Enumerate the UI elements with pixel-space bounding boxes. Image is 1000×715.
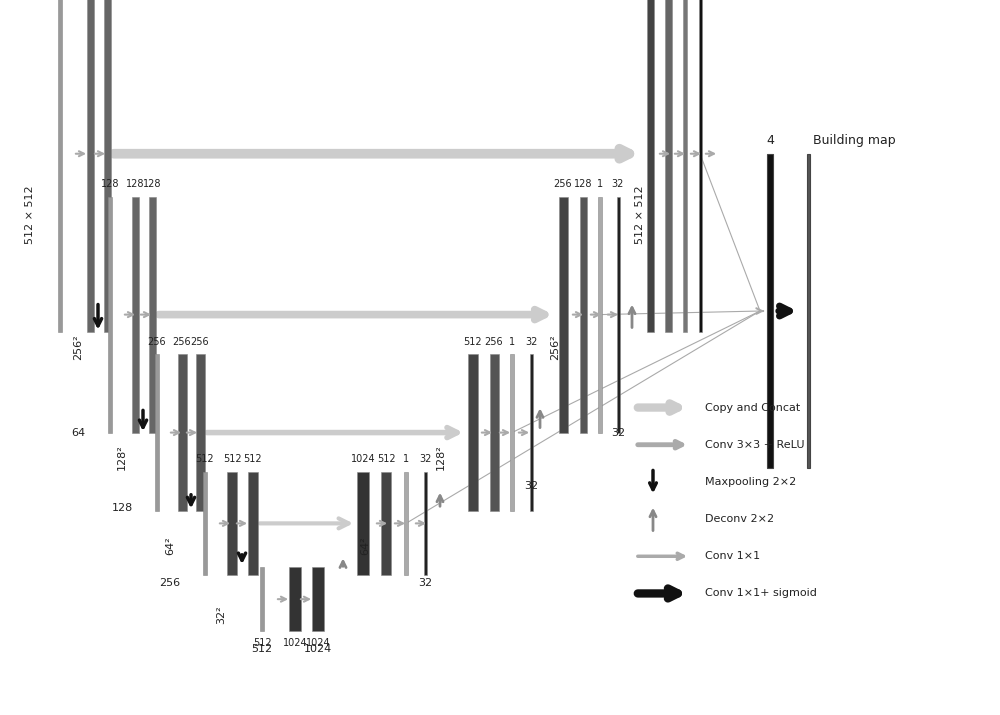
Text: 512: 512 bbox=[377, 455, 395, 465]
Text: 32: 32 bbox=[525, 337, 537, 347]
Bar bbox=[807, 154, 810, 468]
Bar bbox=[227, 472, 237, 575]
Text: 256: 256 bbox=[148, 337, 166, 347]
Bar bbox=[647, 0, 654, 332]
Text: 128: 128 bbox=[574, 179, 592, 189]
Text: 512: 512 bbox=[253, 638, 271, 649]
Bar bbox=[260, 567, 264, 631]
Bar bbox=[357, 472, 369, 575]
Bar bbox=[404, 472, 408, 575]
Text: 128: 128 bbox=[101, 179, 119, 189]
Bar bbox=[683, 0, 687, 332]
Bar bbox=[616, 197, 620, 433]
Text: 1024: 1024 bbox=[351, 455, 375, 465]
Bar bbox=[87, 0, 94, 332]
Bar bbox=[490, 354, 498, 511]
Text: 32²: 32² bbox=[216, 606, 226, 624]
Text: 32: 32 bbox=[612, 179, 624, 189]
Text: Conv 1×1: Conv 1×1 bbox=[705, 551, 760, 561]
Text: 512 × 512: 512 × 512 bbox=[25, 185, 35, 244]
Bar bbox=[203, 472, 207, 575]
Text: 256: 256 bbox=[554, 179, 572, 189]
Text: 1: 1 bbox=[597, 179, 603, 189]
Text: Conv 1×1+ sigmoid: Conv 1×1+ sigmoid bbox=[705, 588, 817, 598]
Text: 128: 128 bbox=[111, 503, 133, 513]
Bar bbox=[665, 0, 672, 332]
Bar bbox=[767, 154, 773, 468]
Text: 512: 512 bbox=[196, 455, 214, 465]
Text: 256²: 256² bbox=[550, 334, 560, 360]
Bar bbox=[108, 197, 112, 433]
Text: Copy and Concat: Copy and Concat bbox=[705, 403, 800, 413]
Bar bbox=[104, 0, 110, 332]
Bar bbox=[580, 197, 586, 433]
Text: 512: 512 bbox=[251, 644, 273, 654]
Text: 32: 32 bbox=[418, 578, 432, 588]
Bar bbox=[289, 567, 301, 631]
Bar bbox=[424, 472, 426, 575]
Text: 256: 256 bbox=[159, 578, 181, 588]
Text: 32: 32 bbox=[524, 481, 538, 491]
Bar bbox=[468, 354, 478, 511]
Text: 1: 1 bbox=[403, 455, 409, 465]
Text: 4: 4 bbox=[766, 134, 774, 147]
Text: 32: 32 bbox=[611, 428, 625, 438]
Text: Maxpooling 2×2: Maxpooling 2×2 bbox=[705, 477, 796, 487]
Bar bbox=[698, 0, 702, 332]
Text: 1024: 1024 bbox=[283, 638, 307, 649]
Text: 64²: 64² bbox=[165, 536, 175, 555]
Bar bbox=[178, 354, 186, 511]
Bar bbox=[155, 354, 159, 511]
Text: 64: 64 bbox=[71, 428, 85, 438]
Bar bbox=[196, 354, 205, 511]
Text: 1024: 1024 bbox=[304, 644, 332, 654]
Bar bbox=[312, 567, 324, 631]
Text: 512: 512 bbox=[464, 337, 482, 347]
Bar bbox=[248, 472, 258, 575]
Bar bbox=[510, 354, 514, 511]
Text: 128: 128 bbox=[143, 179, 161, 189]
Text: 1: 1 bbox=[509, 337, 515, 347]
Text: 128²: 128² bbox=[117, 445, 127, 470]
Text: 512 × 512: 512 × 512 bbox=[635, 185, 645, 244]
Bar bbox=[148, 197, 156, 433]
Text: 1024: 1024 bbox=[306, 638, 330, 649]
Bar bbox=[381, 472, 391, 575]
Bar bbox=[598, 197, 602, 433]
Text: 256²: 256² bbox=[73, 334, 83, 360]
Text: 128: 128 bbox=[126, 179, 144, 189]
Bar bbox=[132, 197, 138, 433]
Text: 32: 32 bbox=[419, 455, 431, 465]
Text: Conv 3×3 + ReLU: Conv 3×3 + ReLU bbox=[705, 440, 805, 450]
Text: 256: 256 bbox=[173, 337, 191, 347]
Text: 512: 512 bbox=[244, 455, 262, 465]
Text: 256: 256 bbox=[485, 337, 503, 347]
Text: Building map: Building map bbox=[813, 134, 896, 147]
Bar bbox=[530, 354, 533, 511]
Text: 64²: 64² bbox=[360, 536, 370, 555]
Text: Deconv 2×2: Deconv 2×2 bbox=[705, 514, 774, 524]
Bar bbox=[58, 0, 62, 332]
Text: 256: 256 bbox=[191, 337, 209, 347]
Bar bbox=[558, 197, 568, 433]
Text: 128²: 128² bbox=[436, 445, 446, 470]
Text: 512: 512 bbox=[223, 455, 241, 465]
